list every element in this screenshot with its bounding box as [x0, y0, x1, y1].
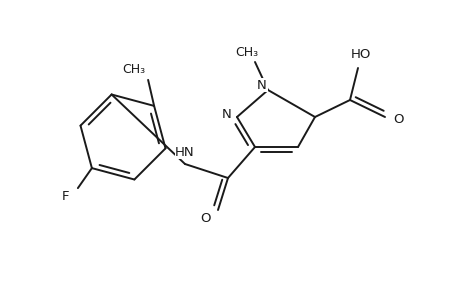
Text: N: N	[222, 107, 231, 121]
Text: CH₃: CH₃	[235, 46, 258, 59]
Text: O: O	[200, 212, 211, 224]
Text: N: N	[257, 79, 266, 92]
Text: HO: HO	[350, 47, 370, 61]
Text: HN: HN	[175, 146, 195, 158]
Text: CH₃: CH₃	[122, 63, 146, 76]
Text: O: O	[393, 112, 403, 125]
Text: F: F	[62, 190, 69, 202]
